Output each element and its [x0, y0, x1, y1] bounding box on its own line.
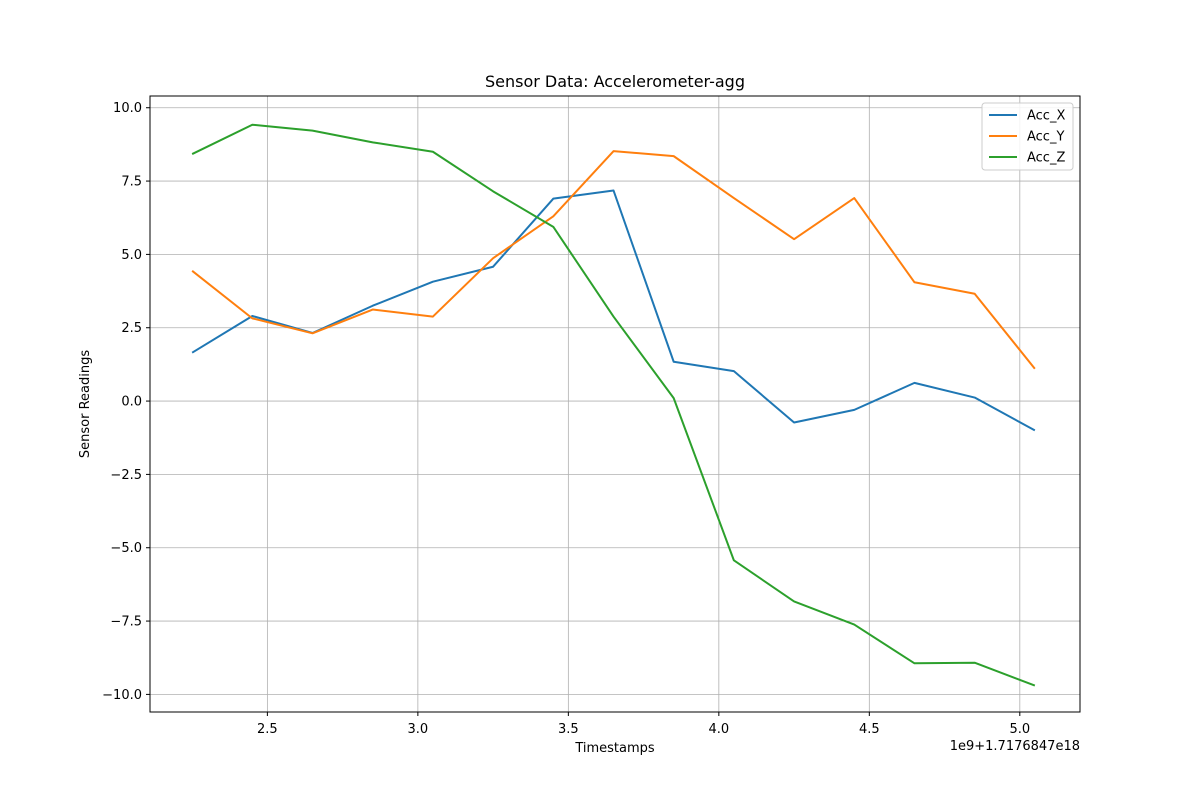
- legend-frame: [981, 102, 1074, 171]
- series-lines: [191, 123, 1036, 687]
- y-tick-label: −7.5: [110, 615, 142, 630]
- x-axis-label: Timestamps: [574, 741, 655, 756]
- y-tick-label: 2.5: [121, 321, 142, 336]
- axis-ticks: 2.5 3.0 3.5 4.0 4.5 5.0 −10.0 −7.5 −5.0 −2.5 0.0 2.…: [102, 101, 1030, 737]
- y-axis-label: Sensor Readings: [78, 350, 93, 458]
- x-tick-label: 4.5: [859, 722, 880, 737]
- series-line-acc-x: [191, 189, 1036, 432]
- legend-label: Acc_Z: [1027, 151, 1065, 166]
- x-tick-label: 2.5: [257, 722, 278, 737]
- y-tick-label: 5.0: [121, 248, 142, 263]
- y-tick-label: 0.0: [121, 395, 142, 410]
- y-tick-label: −2.5: [110, 468, 142, 483]
- series-line-acc-y: [191, 150, 1036, 370]
- grid-lines: [150, 96, 1080, 712]
- x-tick-label: 3.5: [558, 722, 579, 737]
- x-tick-label: 5.0: [1009, 722, 1030, 737]
- legend-label: Acc_Y: [1027, 130, 1064, 145]
- y-tick-label: −10.0: [102, 688, 142, 703]
- series-line-acc-z: [191, 123, 1036, 687]
- legend: Acc_X Acc_Y Acc_Z: [981, 102, 1074, 171]
- y-tick-label: −5.0: [110, 541, 142, 556]
- chart-title: Sensor Data: Accelerometer-agg: [485, 72, 745, 91]
- x-tick-label: 4.0: [708, 722, 729, 737]
- plot-frame: [149, 95, 1081, 713]
- x-axis-offset-label: 1e9+1.7176847e18: [950, 739, 1080, 754]
- x-tick-label: 3.0: [408, 722, 429, 737]
- legend-label: Acc_X: [1027, 109, 1065, 124]
- y-tick-label: 10.0: [113, 101, 142, 116]
- y-tick-label: 7.5: [121, 175, 142, 190]
